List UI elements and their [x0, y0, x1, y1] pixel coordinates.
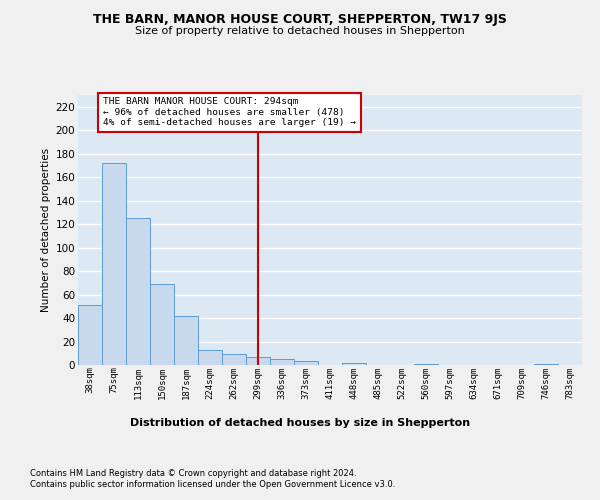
Bar [78, 305, 102, 365]
Text: Distribution of detached houses by size in Shepperton: Distribution of detached houses by size … [130, 418, 470, 428]
Text: THE BARN MANOR HOUSE COURT: 294sqm
← 96% of detached houses are smaller (478)
4%: THE BARN MANOR HOUSE COURT: 294sqm ← 96%… [103, 98, 356, 127]
Bar [414, 364, 438, 365]
Bar [222, 354, 246, 365]
Y-axis label: Number of detached properties: Number of detached properties [41, 148, 52, 312]
Text: Size of property relative to detached houses in Shepperton: Size of property relative to detached ho… [135, 26, 465, 36]
Bar [294, 362, 318, 365]
Bar [150, 284, 174, 365]
Bar [270, 359, 294, 365]
Bar [102, 163, 126, 365]
Bar [342, 362, 366, 365]
Bar [198, 350, 222, 365]
Text: THE BARN, MANOR HOUSE COURT, SHEPPERTON, TW17 9JS: THE BARN, MANOR HOUSE COURT, SHEPPERTON,… [93, 12, 507, 26]
Bar [126, 218, 150, 365]
Bar [174, 316, 198, 365]
Bar [246, 357, 270, 365]
Text: Contains HM Land Registry data © Crown copyright and database right 2024.: Contains HM Land Registry data © Crown c… [30, 468, 356, 477]
Bar [534, 364, 558, 365]
Text: Contains public sector information licensed under the Open Government Licence v3: Contains public sector information licen… [30, 480, 395, 489]
